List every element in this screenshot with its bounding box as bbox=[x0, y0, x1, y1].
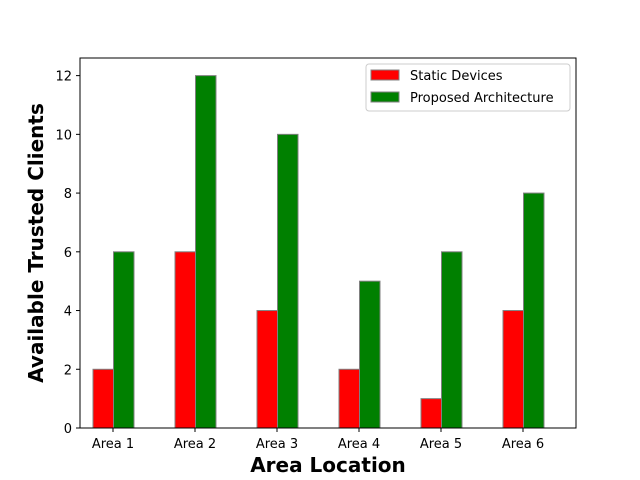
legend-label-proposed-architecture: Proposed Architecture bbox=[410, 91, 554, 106]
legend: Static Devices Proposed Architecture bbox=[365, 63, 571, 112]
legend-swatch-proposed-architecture bbox=[370, 91, 400, 103]
x-axis-title: Area Location bbox=[250, 453, 406, 477]
x-tick-label: Area 3 bbox=[256, 437, 298, 452]
y-tick-label: 0 bbox=[64, 422, 72, 437]
bar-static-devices-area-4 bbox=[338, 368, 360, 429]
y-tick-label: 8 bbox=[64, 187, 72, 202]
y-tick-label: 10 bbox=[55, 128, 72, 143]
bar-static-devices-area-2 bbox=[174, 251, 196, 429]
bar-static-devices-area-3 bbox=[256, 310, 278, 429]
bar-proposed-architecture-area-5 bbox=[441, 251, 463, 429]
x-tick-label: Area 2 bbox=[174, 437, 216, 452]
bars-group bbox=[92, 75, 545, 429]
x-tick-label: Area 6 bbox=[502, 437, 544, 452]
bar-proposed-architecture-area-1 bbox=[113, 251, 135, 429]
legend-frame bbox=[365, 63, 571, 112]
plot-frame bbox=[79, 57, 577, 429]
y-tick-label: 4 bbox=[64, 305, 72, 320]
bar-proposed-architecture-area-3 bbox=[277, 133, 299, 429]
x-tick-label: Area 4 bbox=[338, 437, 380, 452]
x-tick-label: Area 5 bbox=[420, 437, 462, 452]
y-axis-title: Available Trusted Clients bbox=[24, 103, 48, 383]
bar-static-devices-area-6 bbox=[502, 310, 524, 429]
legend-label-static-devices: Static Devices bbox=[410, 69, 503, 84]
legend-swatch-static-devices bbox=[370, 69, 400, 81]
x-axis: Area 1 Area 2 Area 3 Area 4 Area 5 Area 6 bbox=[92, 428, 544, 452]
y-axis: 0 2 4 6 8 10 12 bbox=[55, 70, 80, 437]
y-tick-label: 2 bbox=[64, 363, 72, 378]
bar-proposed-architecture-area-4 bbox=[359, 280, 381, 429]
x-tick-label: Area 1 bbox=[92, 437, 134, 452]
y-tick-label: 6 bbox=[64, 246, 72, 261]
bar-static-devices-area-5 bbox=[420, 398, 442, 429]
bar-proposed-architecture-area-6 bbox=[523, 192, 545, 429]
bar-proposed-architecture-area-2 bbox=[195, 75, 217, 429]
y-tick-label: 12 bbox=[55, 70, 72, 85]
bar-static-devices-area-1 bbox=[92, 368, 114, 429]
